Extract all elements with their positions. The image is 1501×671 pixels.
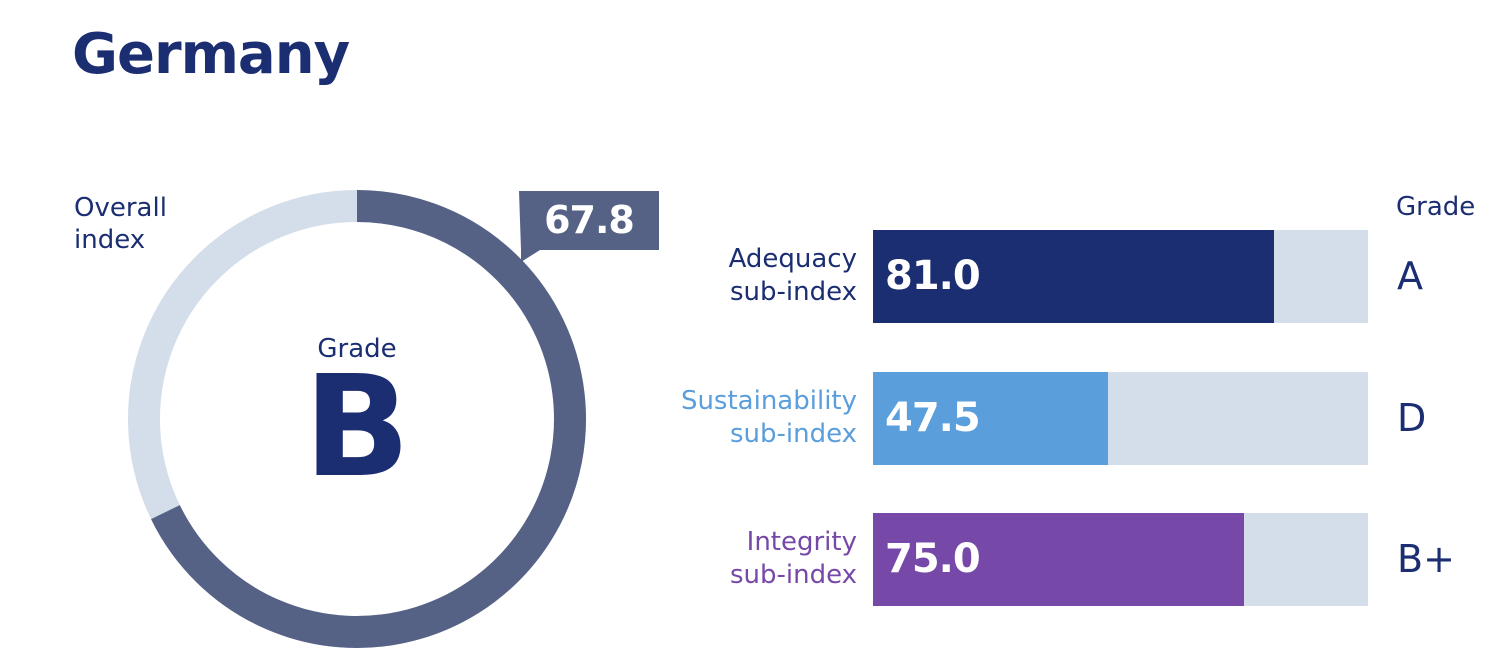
bar-track: 47.5 [873,372,1368,465]
grade-label: Grade [317,334,397,364]
value-callout [519,191,659,262]
donut-value-arc [151,190,586,648]
bar-label-line1: Sustainability [680,386,857,416]
grade-column-header: Grade [1396,192,1476,222]
bar-label: Adequacy sub-index [637,243,857,309]
bar-label-line1: Adequacy [728,244,857,274]
bar-fill [873,372,1109,465]
bar-grade: B+ [1397,537,1455,581]
bar-track: 81.0 [873,230,1368,323]
bar-label-line1: Integrity [746,527,857,557]
bar-fill [873,513,1245,606]
overall-grade: B [303,346,411,509]
overall-value-label: 67.8 [544,198,635,242]
bar-label-line2: sub-index [729,277,857,307]
bar-value-label: 81.0 [885,253,981,299]
bar-label: Integrity sub-index [637,526,857,592]
bar-grade: A [1397,254,1423,298]
bar-value-label: 75.0 [885,536,981,582]
overall-donut-chart [128,190,659,648]
page-title: Germany [72,22,350,87]
bar-track: 75.0 [873,513,1368,606]
bar-value-label: 47.5 [885,395,981,441]
overall-index-label: Overall index [74,193,167,255]
bar-fill [873,230,1274,323]
bar-label-line2: sub-index [729,419,857,449]
bar-label-line2: sub-index [729,560,857,590]
bar-grade: D [1397,396,1427,440]
bar-label: Sustainability sub-index [637,385,857,451]
